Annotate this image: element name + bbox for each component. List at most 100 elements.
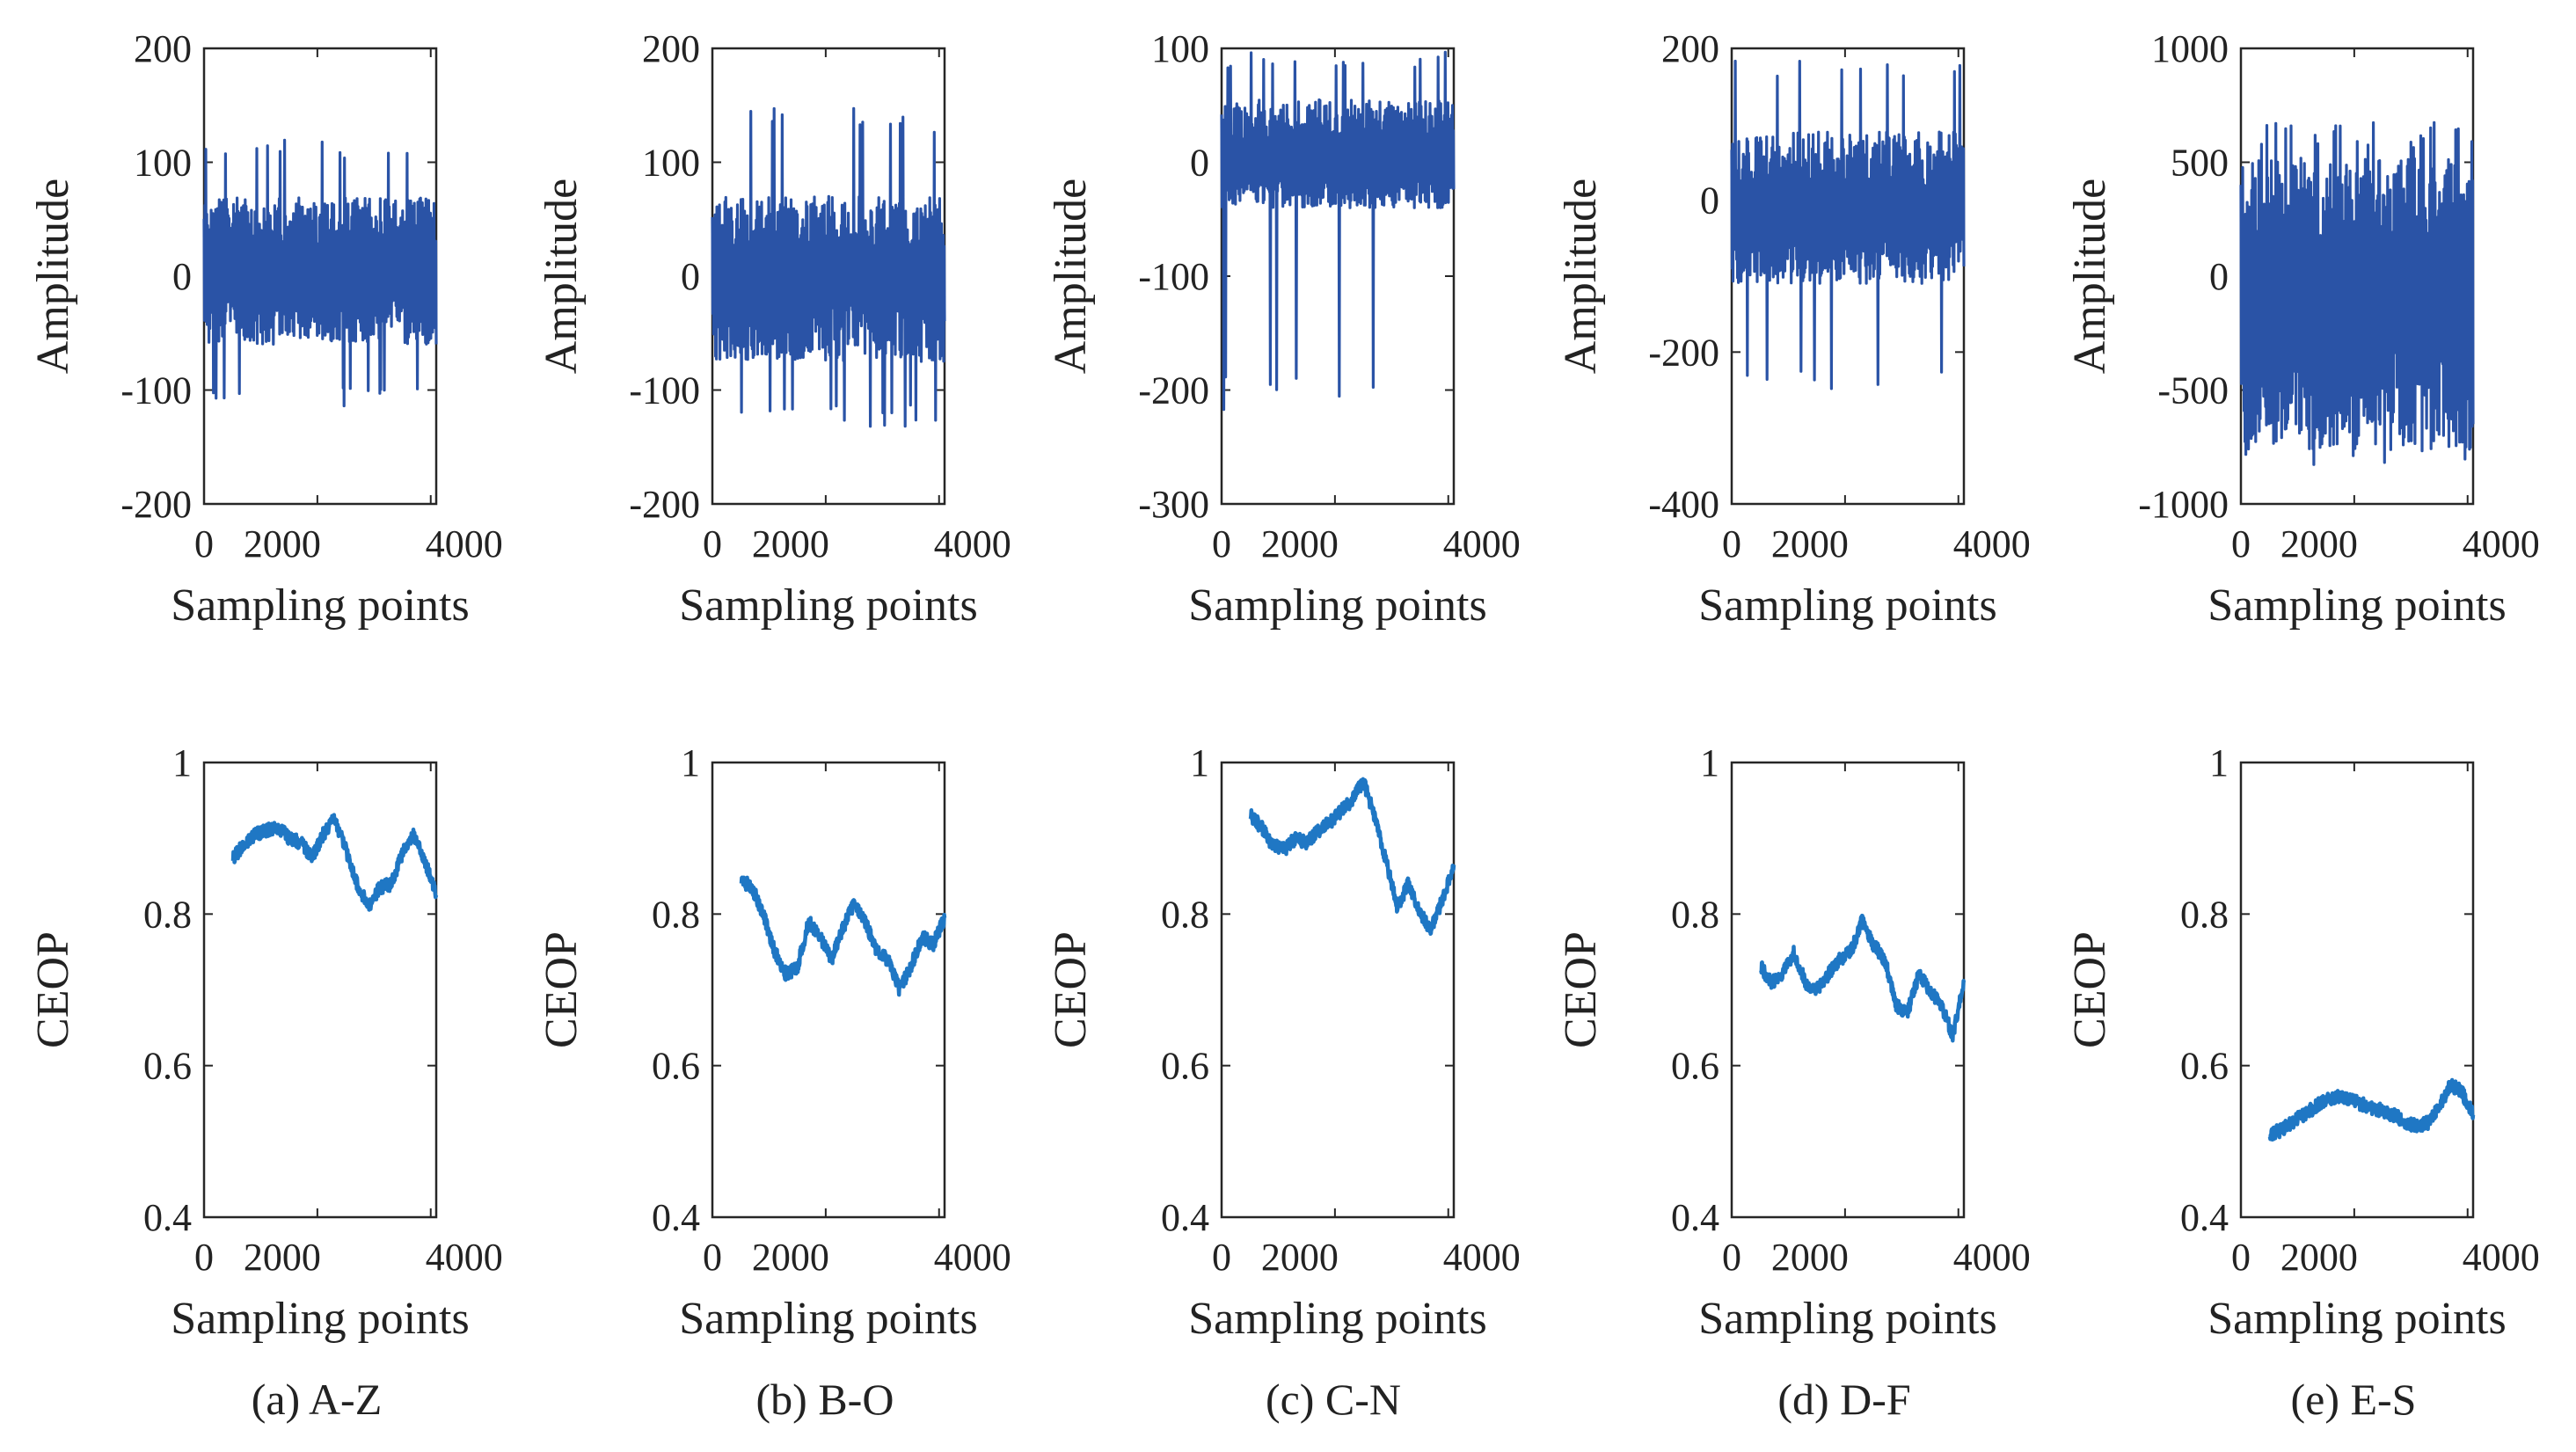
x-axis-label: Sampling points — [2207, 580, 2506, 631]
series-line-a-z-signal — [202, 138, 438, 408]
y-axis-label: CEOP — [536, 931, 587, 1048]
y-axis-label: Amplitude — [1046, 179, 1096, 374]
y-tick-label: 200 — [1661, 27, 1719, 70]
x-tick-label: 4000 — [426, 1236, 503, 1279]
y-tick-label: 0.4 — [1161, 1196, 1209, 1239]
x-tick-label: 4000 — [934, 1236, 1011, 1279]
caption-e: (e) E-S — [2291, 1375, 2417, 1424]
y-tick-label: -1000 — [2138, 483, 2229, 526]
y-tick-label: 0.8 — [652, 893, 700, 936]
x-tick-label: 0 — [703, 522, 722, 565]
y-tick-label: 200 — [642, 27, 700, 70]
caption-b: (b) B-O — [756, 1375, 894, 1424]
y-tick-label: -200 — [1648, 331, 1719, 374]
x-axis-label: Sampling points — [1698, 1294, 1996, 1344]
x-tick-label: 2000 — [752, 1236, 829, 1279]
y-tick-label: 1 — [1190, 741, 1209, 784]
x-tick-label: 4000 — [1443, 1236, 1521, 1279]
x-tick-label: 0 — [194, 1236, 214, 1279]
y-tick-label: 100 — [642, 142, 700, 185]
x-tick-label: 2000 — [2280, 522, 2358, 565]
y-tick-label: 0.4 — [2180, 1196, 2229, 1239]
y-tick-label: 1 — [1700, 741, 1719, 784]
x-tick-label: 0 — [2231, 522, 2251, 565]
x-tick-label: 2000 — [244, 522, 321, 565]
x-tick-label: 0 — [1722, 1236, 1741, 1279]
y-tick-label: 0.8 — [1161, 893, 1209, 936]
x-tick-label: 2000 — [1261, 522, 1339, 565]
y-tick-label: -200 — [1138, 369, 1209, 412]
y-tick-label: 1 — [172, 741, 192, 784]
y-axis-label: Amplitude — [28, 179, 78, 374]
x-axis-label: Sampling points — [171, 580, 469, 631]
y-tick-label: 0.6 — [2180, 1045, 2229, 1088]
x-tick-label: 0 — [1212, 1236, 1231, 1279]
panel-a-z-ceop: 0.4 0.6 0.8 1 0 2000 4000 Sampling points CEOP — [28, 741, 503, 1344]
x-tick-label: 0 — [194, 522, 214, 565]
y-tick-label: 0 — [681, 255, 700, 298]
x-axis-label: Sampling points — [171, 1294, 469, 1344]
y-tick-label: -200 — [120, 483, 192, 526]
x-tick-label: 4000 — [1953, 522, 2031, 565]
x-tick-label: 4000 — [2463, 522, 2540, 565]
y-tick-label: 0.8 — [1671, 893, 1719, 936]
y-tick-label: 0.4 — [1671, 1196, 1719, 1239]
y-tick-label: -400 — [1648, 483, 1719, 526]
y-tick-label: 0.6 — [652, 1045, 700, 1088]
y-axis-label: CEOP — [28, 931, 78, 1048]
y-tick-label: 0.6 — [143, 1045, 192, 1088]
x-tick-label: 2000 — [1771, 1236, 1849, 1279]
y-tick-label: -500 — [2157, 369, 2229, 412]
y-tick-label: 0.8 — [2180, 893, 2229, 936]
y-tick-label: -100 — [1138, 255, 1209, 298]
y-tick-label: 0.4 — [143, 1196, 192, 1239]
caption-c: (c) C-N — [1266, 1375, 1401, 1424]
x-tick-label: 0 — [2231, 1236, 2251, 1279]
x-axis-label: Sampling points — [1188, 1294, 1486, 1344]
series-line-d-f-ceop — [1759, 913, 1967, 1043]
y-tick-label: 100 — [1151, 27, 1209, 70]
caption-a: (a) A-Z — [252, 1375, 383, 1424]
x-tick-label: 4000 — [1443, 522, 1521, 565]
y-axis-label: Amplitude — [2065, 179, 2115, 374]
y-tick-label: 0 — [1190, 142, 1209, 185]
panel-e-s-signal: -1000 -500 0 500 1000 0 2000 4000 Sampling point… — [2065, 27, 2540, 631]
axes-frame-e-s-ceop — [2239, 761, 2475, 1219]
panel-e-s-ceop: 0.4 0.6 0.8 1 0 2000 4000 Sampling points CEOP — [2065, 741, 2540, 1344]
axes-frame-c-n-ceop — [1220, 761, 1456, 1219]
y-tick-label: -300 — [1138, 483, 1209, 526]
x-axis-label: Sampling points — [1698, 580, 1996, 631]
y-tick-label: 0 — [2209, 255, 2229, 298]
x-tick-label: 0 — [703, 1236, 722, 1279]
x-tick-label: 4000 — [426, 522, 503, 565]
y-tick-label: 0.6 — [1671, 1045, 1719, 1088]
x-tick-label: 4000 — [1953, 1236, 2031, 1279]
x-tick-label: 4000 — [2463, 1236, 2540, 1279]
y-axis-label: CEOP — [2065, 931, 2115, 1048]
x-axis-label: Sampling points — [2207, 1294, 2506, 1344]
y-tick-label: 1000 — [2151, 27, 2229, 70]
panel-c-n-ceop: 0.4 0.6 0.8 1 0 2000 4000 Sampling points CEOP — [1046, 741, 1521, 1344]
x-axis-label: Sampling points — [679, 1294, 977, 1344]
y-tick-label: 500 — [2171, 142, 2229, 185]
series-line-d-f-signal — [1730, 59, 1966, 390]
series-line-a-z-ceop — [230, 813, 439, 912]
x-axis-label: Sampling points — [679, 580, 977, 631]
x-tick-label: 0 — [1722, 522, 1741, 565]
y-tick-label: 0.4 — [652, 1196, 700, 1239]
x-tick-label: 2000 — [1261, 1236, 1339, 1279]
x-tick-label: 4000 — [934, 522, 1011, 565]
y-tick-label: 1 — [681, 741, 700, 784]
y-axis-label: Amplitude — [1556, 179, 1606, 374]
panel-d-f-ceop: 0.4 0.6 0.8 1 0 2000 4000 Sampling points CEOP — [1556, 741, 2031, 1344]
x-tick-label: 2000 — [1771, 522, 1849, 565]
x-tick-label: 0 — [1212, 522, 1231, 565]
y-tick-label: 1 — [2209, 741, 2229, 784]
y-tick-label: -100 — [120, 369, 192, 412]
captions-root: (a) A-Z (b) B-O (c) C-N (d) D-F (e) E-S — [252, 1375, 2417, 1424]
